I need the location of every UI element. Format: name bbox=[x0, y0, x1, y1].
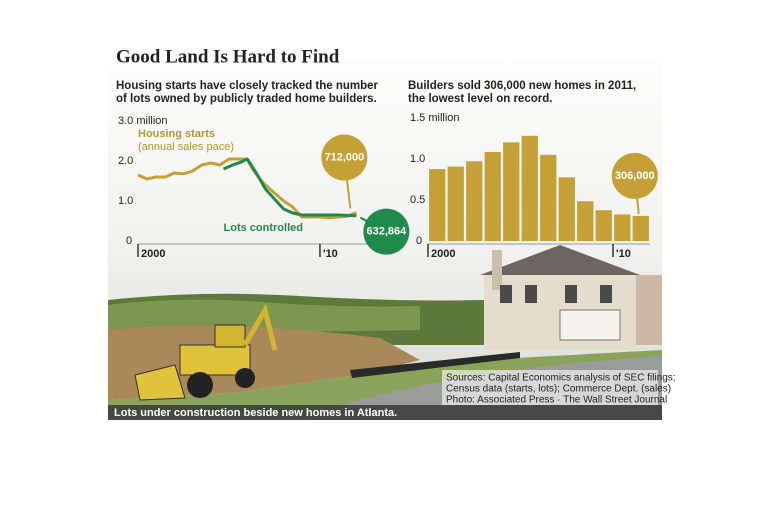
bar bbox=[540, 154, 557, 241]
bar bbox=[614, 214, 631, 241]
legend-label: Housing starts bbox=[138, 128, 215, 140]
source-line: Census data (starts, lots); Commerce Dep… bbox=[446, 384, 671, 395]
bar bbox=[595, 210, 612, 241]
data-label: 632,864 bbox=[366, 226, 407, 238]
photo-caption: Lots under construction beside new homes… bbox=[114, 407, 397, 419]
data-label: 306,000 bbox=[615, 170, 655, 182]
y-tick-label: 3.0 million bbox=[118, 115, 168, 127]
bar bbox=[484, 151, 501, 241]
bar bbox=[577, 201, 594, 241]
data-label: 712,000 bbox=[324, 151, 364, 163]
x-tick-label: 2000 bbox=[141, 248, 165, 260]
y-tick-label: 1.0 bbox=[118, 195, 133, 207]
chart-title: Good Land Is Hard to Find bbox=[116, 46, 340, 67]
y-tick-label: 0 bbox=[416, 235, 422, 247]
bar bbox=[447, 166, 464, 241]
source-line: Sources: Capital Economics analysis of S… bbox=[446, 373, 676, 384]
source-line: Photo: Associated Press · The Wall Stree… bbox=[446, 395, 667, 406]
subtitle: Builders sold 306,000 new homes in 2011, bbox=[408, 80, 636, 92]
x-tick-label: '10 bbox=[616, 248, 631, 260]
x-tick-label: 2000 bbox=[431, 248, 455, 260]
callout bbox=[611, 152, 658, 199]
bar bbox=[521, 135, 538, 241]
y-tick-label: 1.0 bbox=[410, 153, 425, 165]
legend-note: (annual sales pace) bbox=[138, 141, 234, 153]
y-tick-label: 0.5 bbox=[410, 194, 425, 206]
y-tick-label: 2.0 bbox=[118, 155, 133, 167]
bar bbox=[632, 215, 649, 241]
bar bbox=[429, 169, 446, 241]
y-tick-label: 0 bbox=[126, 235, 132, 247]
bar bbox=[503, 142, 520, 241]
legend-label: Lots controlled bbox=[224, 222, 303, 234]
callout bbox=[363, 208, 410, 255]
subtitle: Housing starts have closely tracked the … bbox=[116, 80, 379, 92]
subtitle: the lowest level on record. bbox=[408, 93, 552, 105]
line-series bbox=[222, 157, 357, 218]
callout bbox=[321, 134, 368, 181]
x-tick-label: '10 bbox=[323, 248, 338, 260]
bar bbox=[466, 161, 483, 241]
subtitle: of lots owned by publicly traded home bu… bbox=[116, 93, 377, 105]
bar bbox=[558, 177, 575, 241]
y-tick-label: 1.5 million bbox=[410, 112, 460, 124]
